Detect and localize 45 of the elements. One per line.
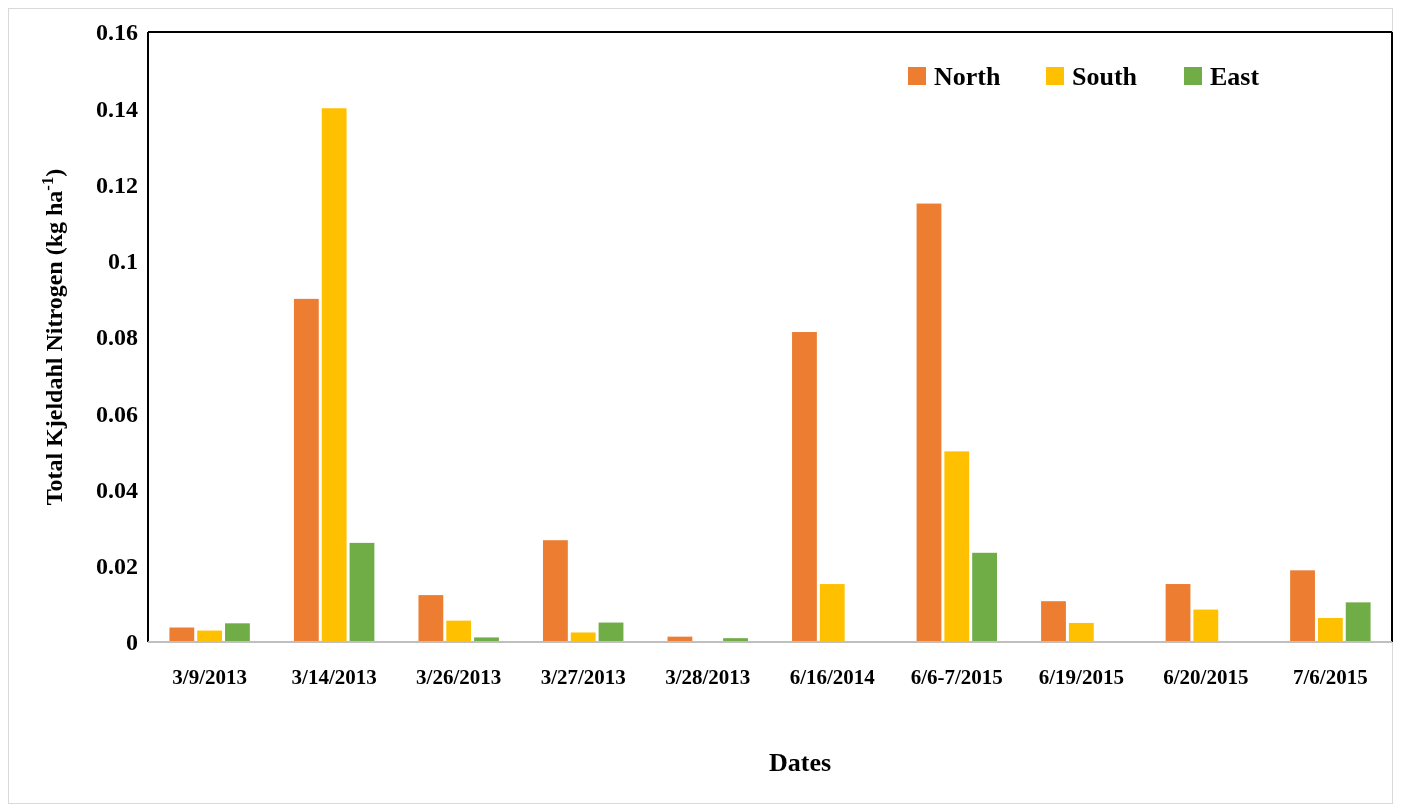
y-tick-label: 0.14: [96, 95, 138, 122]
y-tick-label: 0.02: [96, 553, 138, 580]
bar: [972, 552, 997, 642]
bar: [570, 632, 596, 642]
bar: [819, 584, 845, 642]
y-tick-label: 0.12: [96, 171, 138, 198]
y-tick-label: 0.16: [96, 19, 138, 46]
x-tick-label: 3/14/2013: [291, 665, 377, 689]
bar: [916, 203, 942, 642]
y-tick-label: 0.04: [96, 476, 138, 503]
bar: [1041, 601, 1066, 642]
x-tick-label: 3/28/2013: [665, 665, 751, 689]
bar: [1290, 570, 1315, 642]
bar: [1165, 584, 1191, 642]
legend-label: North: [934, 62, 1001, 92]
y-tick-label: 0.06: [96, 400, 138, 427]
x-tick-label: 6/16/2014: [789, 665, 876, 689]
y-tick-label: 0.1: [108, 248, 138, 275]
bar: [293, 298, 319, 642]
bar: [543, 540, 568, 642]
bar: [792, 332, 817, 642]
bar: [418, 595, 444, 642]
bar: [1193, 609, 1219, 642]
x-tick-label: 3/27/2013: [540, 665, 626, 689]
bar: [225, 623, 250, 642]
bar: [1317, 617, 1343, 642]
x-axis-title: Dates: [768, 748, 832, 777]
bar: [349, 542, 375, 642]
y-tick-label: 0.08: [96, 324, 138, 351]
y-tick-label: 0: [126, 629, 138, 656]
bar: [169, 627, 195, 642]
x-tick-label: 7/6/2015: [1293, 665, 1368, 689]
x-tick-label: 6/20/2015: [1163, 665, 1249, 689]
bar: [446, 620, 472, 642]
x-tick-label: 3/26/2013: [416, 665, 502, 689]
x-tick-label: 6/6-7/2015: [910, 665, 1003, 689]
x-tick-label: 6/19/2015: [1038, 665, 1124, 689]
bar: [944, 451, 970, 642]
bar: [321, 108, 347, 642]
legend-label: East: [1210, 62, 1260, 92]
bar: [1068, 622, 1094, 642]
x-tick-label: 3/9/2013: [172, 665, 247, 689]
bar: [1345, 602, 1371, 642]
legend-label: South: [1072, 62, 1138, 92]
bar: [598, 622, 624, 642]
